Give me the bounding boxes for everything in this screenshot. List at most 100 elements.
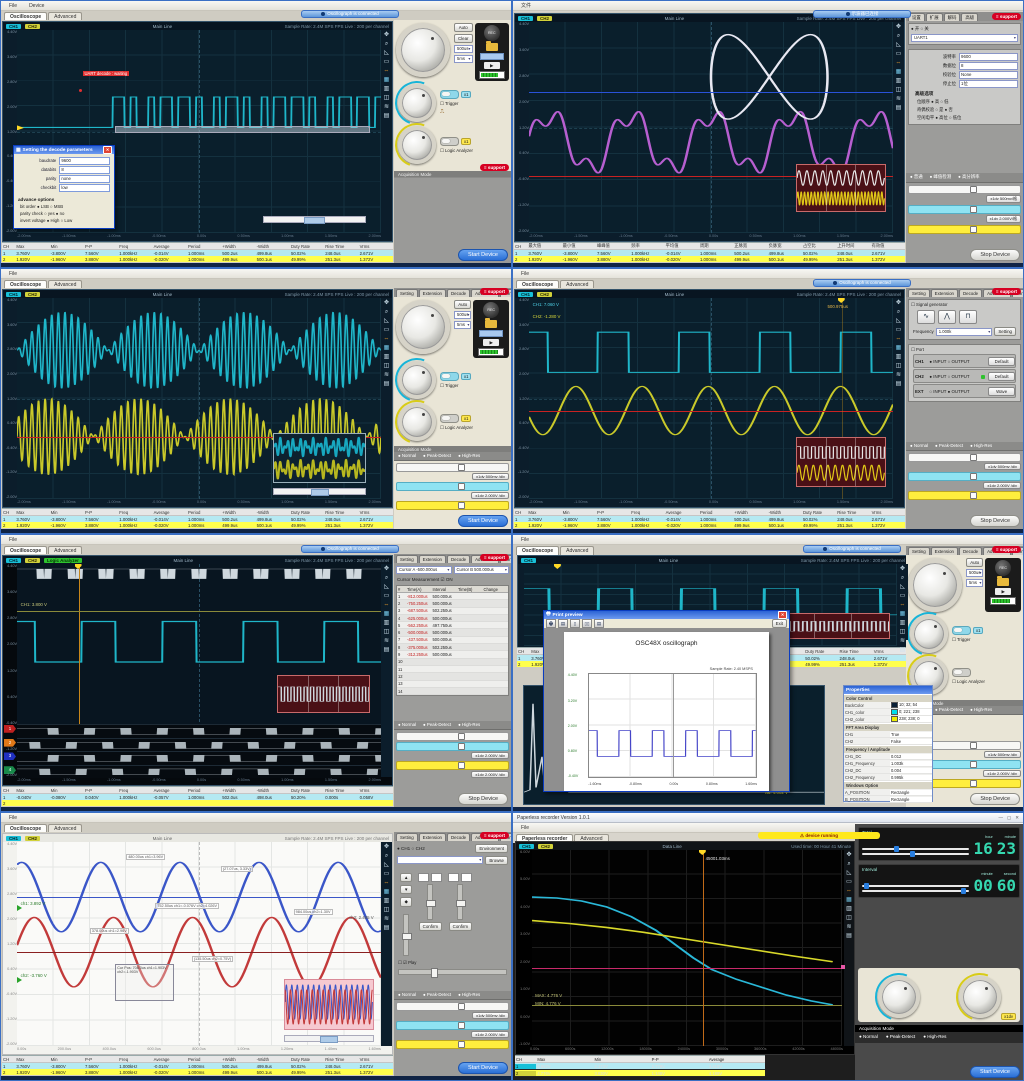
acquisition-option[interactable]: ● High-Res: [923, 1034, 947, 1039]
tool-icon[interactable]: ▤: [895, 105, 902, 111]
ch2-volts-knob[interactable]: [398, 403, 436, 441]
cursor-list-rows[interactable]: 1 -812.000us 500.000us 2 -750.250us 500.000us…: [397, 593, 508, 696]
ch2-scale-button[interactable]: x1dv 2.000V /div: [471, 1031, 509, 1038]
acquisition-option[interactable]: ● High-Res: [458, 722, 481, 727]
hour-slider[interactable]: [862, 846, 970, 852]
ch1-position-bar[interactable]: [396, 1021, 509, 1030]
acquisition-option[interactable]: ● Normal: [398, 992, 417, 997]
ch2-position-bar[interactable]: [908, 225, 1021, 234]
tool-icon[interactable]: ⌕: [384, 853, 389, 859]
app-tab[interactable]: Oscilloscope: [4, 12, 48, 21]
tool-icon[interactable]: ▥: [846, 906, 852, 912]
frequency-input[interactable]: 1.000k: [935, 327, 993, 336]
radio-option[interactable]: 奇偶校验 ○ 是 ● 否: [917, 107, 953, 112]
ch2-probe-chip[interactable]: x1: [461, 414, 472, 422]
ch1-zero-line[interactable]: [17, 897, 381, 899]
ch2-scale-button[interactable]: x1dv 2.000V /div: [983, 482, 1021, 489]
settings-tab[interactable]: Decode: [446, 555, 471, 563]
ch2-scale-button[interactable]: x1dv 2.000V /div: [983, 770, 1021, 777]
table-row[interactable]: databits 8: [18, 165, 110, 174]
settings-tab[interactable]: Setting: [396, 833, 418, 841]
environment-button[interactable]: Environment: [475, 844, 508, 853]
acquisition-option[interactable]: ● 峰值检测: [929, 174, 952, 179]
stop-device-button[interactable]: Stop Device: [458, 793, 508, 805]
settings-tab[interactable]: 高级: [961, 13, 979, 21]
zoom-inset[interactable]: [796, 163, 886, 212]
ch1-toggle[interactable]: [952, 625, 971, 635]
zoom-inset[interactable]: [284, 978, 374, 1030]
ch1-chip[interactable]: CH1: [6, 835, 22, 841]
threshold-line[interactable]: [17, 610, 381, 612]
radio-option[interactable]: invert voltage ● High ○ Low: [20, 218, 73, 223]
ch2-level-line[interactable]: [529, 176, 893, 178]
tool-icon[interactable]: ◫: [895, 87, 902, 93]
browse-button[interactable]: Browse: [485, 856, 508, 865]
tool-icon[interactable]: ▦: [383, 345, 390, 351]
table-row[interactable]: CH1 ● INPUT ○ OUTPUT Default: [913, 354, 1016, 368]
ch1-chip[interactable]: CH1: [521, 557, 537, 563]
tool-icon[interactable]: ▦: [899, 611, 906, 617]
timebase-knob[interactable]: [396, 23, 450, 77]
tool-icon[interactable]: ▥: [383, 354, 390, 360]
tool-icon[interactable]: ⌕: [384, 575, 389, 581]
trigger-level-line[interactable]: [17, 436, 381, 438]
tool-icon[interactable]: ◫: [846, 915, 852, 921]
h-scrollbar[interactable]: [284, 1034, 374, 1043]
tool-icon[interactable]: ⌕: [384, 41, 389, 47]
ch1-slider[interactable]: [426, 884, 437, 920]
tool-icon[interactable]: ◫: [899, 629, 906, 635]
tool-icon[interactable]: ⌕: [896, 33, 901, 39]
menu-item[interactable]: File: [521, 824, 530, 831]
table-row[interactable]: parity none: [18, 174, 110, 183]
preview-titlebar[interactable]: 🖶 Print preview ✕: [544, 611, 789, 619]
digital-channel-1[interactable]: 1: [4, 723, 381, 738]
file-field[interactable]: [479, 330, 504, 337]
table-row[interactable]: EXT ○ INPUT ● OUTPUT Wave: [913, 384, 1016, 398]
tool-icon[interactable]: ✥: [383, 32, 390, 38]
table-row[interactable]: 波特率 9600: [911, 52, 1018, 61]
h-scrollbar[interactable]: [262, 215, 367, 224]
app-tab[interactable]: Oscilloscope: [4, 546, 48, 555]
ch1-position-bar[interactable]: [908, 205, 1021, 214]
freq-rows[interactable]: CH1_DC 0.012 CH1_Frequency 1.003k CH2_DC 0.00…: [844, 753, 932, 781]
play-button[interactable]: ▶: [483, 62, 500, 69]
ch2-chip[interactable]: CH2: [25, 835, 41, 841]
start-device-button[interactable]: Start Device: [458, 515, 508, 527]
ch1-volts-knob[interactable]: [398, 84, 436, 122]
ch2-confirm-button[interactable]: Confirm: [448, 922, 473, 931]
ch2-zero-line[interactable]: [17, 952, 381, 954]
app-tab[interactable]: Oscilloscope: [516, 546, 560, 555]
one-page-icon[interactable]: ▯: [570, 619, 580, 628]
acquisition-option[interactable]: ● 普通: [910, 174, 923, 179]
folder-icon[interactable]: [997, 576, 1010, 586]
ch1-position-bar[interactable]: [908, 472, 1021, 481]
play-button[interactable]: ▶: [483, 339, 500, 346]
tool-icon[interactable]: ✥: [846, 852, 852, 858]
tool-icon[interactable]: ▭: [383, 593, 390, 599]
ch1-edge-marker[interactable]: [17, 905, 22, 912]
tool-icon[interactable]: ◺: [384, 862, 389, 868]
tool-icon[interactable]: ▭: [846, 879, 852, 885]
table-row[interactable]: CH2 ● INPUT ○ OUTPUT Default: [913, 369, 1016, 383]
ch1-chip[interactable]: CH1: [6, 557, 22, 563]
start-device-button[interactable]: Start Device: [458, 1062, 508, 1074]
alarm-marker[interactable]: [841, 964, 846, 969]
window-button[interactable]: —: [998, 814, 1003, 820]
table-row[interactable]: 停止位 1位: [911, 79, 1018, 88]
ch1-level-line[interactable]: [529, 91, 893, 93]
tool-icon[interactable]: ▤: [383, 381, 390, 387]
window-titlebar[interactable]: Paperless recorder Version 1.0.1 — ▢ ✕: [513, 813, 1023, 823]
menu-item[interactable]: File: [9, 536, 18, 543]
ch1-chip[interactable]: CH1: [6, 23, 22, 29]
exit-button[interactable]: Exit: [771, 619, 787, 628]
ch2-volts-knob[interactable]: [398, 126, 436, 164]
tool-icon[interactable]: ⇔: [846, 888, 852, 894]
ch2-scale-button[interactable]: x1dv 2.000V /div: [471, 771, 509, 778]
radio-option[interactable]: parity check ○ yes ● no: [20, 211, 65, 216]
tool-icon[interactable]: ▦: [846, 897, 852, 903]
ch2-chip[interactable]: CH2: [538, 843, 554, 849]
digital-channel-3[interactable]: 3: [4, 751, 381, 766]
cursor-box[interactable]: Cur Pos: 708.0us ch1=1.903V ch2=-1.903V: [115, 964, 174, 1002]
sine-wave-button[interactable]: ∿: [917, 310, 935, 324]
trigger-checkbox[interactable]: Trigger: [440, 383, 471, 389]
